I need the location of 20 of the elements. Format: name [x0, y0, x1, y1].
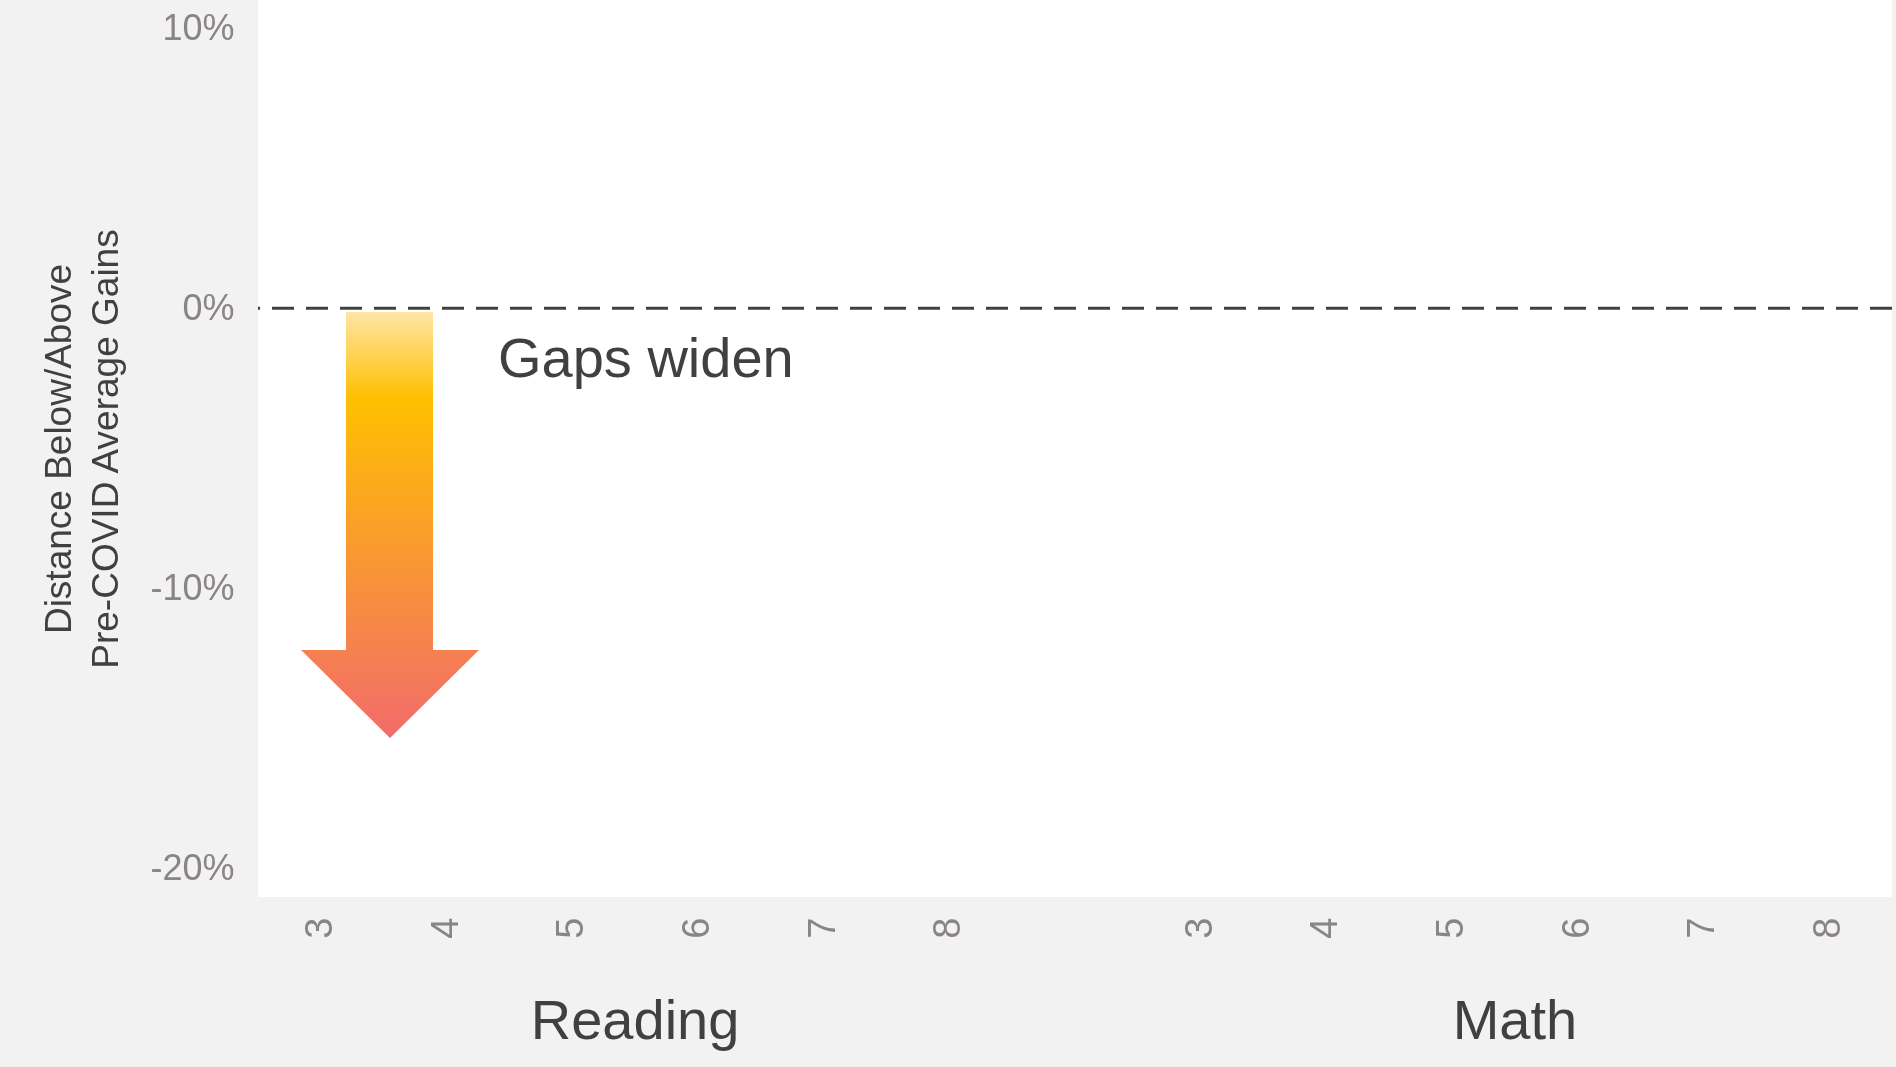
x-tick-label: 4	[423, 917, 466, 939]
y-tick-label: -10%	[150, 567, 235, 609]
text: Reading	[530, 988, 740, 1051]
x-tick-label: 5	[1429, 917, 1472, 939]
x-tick-label: 6	[1554, 917, 1597, 939]
annotation: Gaps widen	[498, 326, 794, 389]
x-tick-label: 3	[1177, 917, 1220, 939]
x-tick-label: 6	[674, 917, 717, 939]
x-tick-label: 3	[297, 917, 340, 939]
x-tick-label: 8	[1806, 917, 1849, 939]
y-axis-title: Distance Below/Above Pre-COVID Average Gains	[38, 229, 127, 669]
x-tick-label: 4	[1303, 917, 1346, 939]
x-tick-label: 8	[926, 917, 969, 939]
y-tick-label: 10%	[162, 6, 235, 48]
x-tick-label: 7	[800, 917, 843, 939]
x-tick-label: 7	[1680, 917, 1723, 939]
text: Math	[1452, 988, 1578, 1051]
y-tick-label: 0%	[182, 286, 235, 328]
y-tick-label: -20%	[150, 847, 235, 889]
x-tick-label: 5	[549, 917, 592, 939]
